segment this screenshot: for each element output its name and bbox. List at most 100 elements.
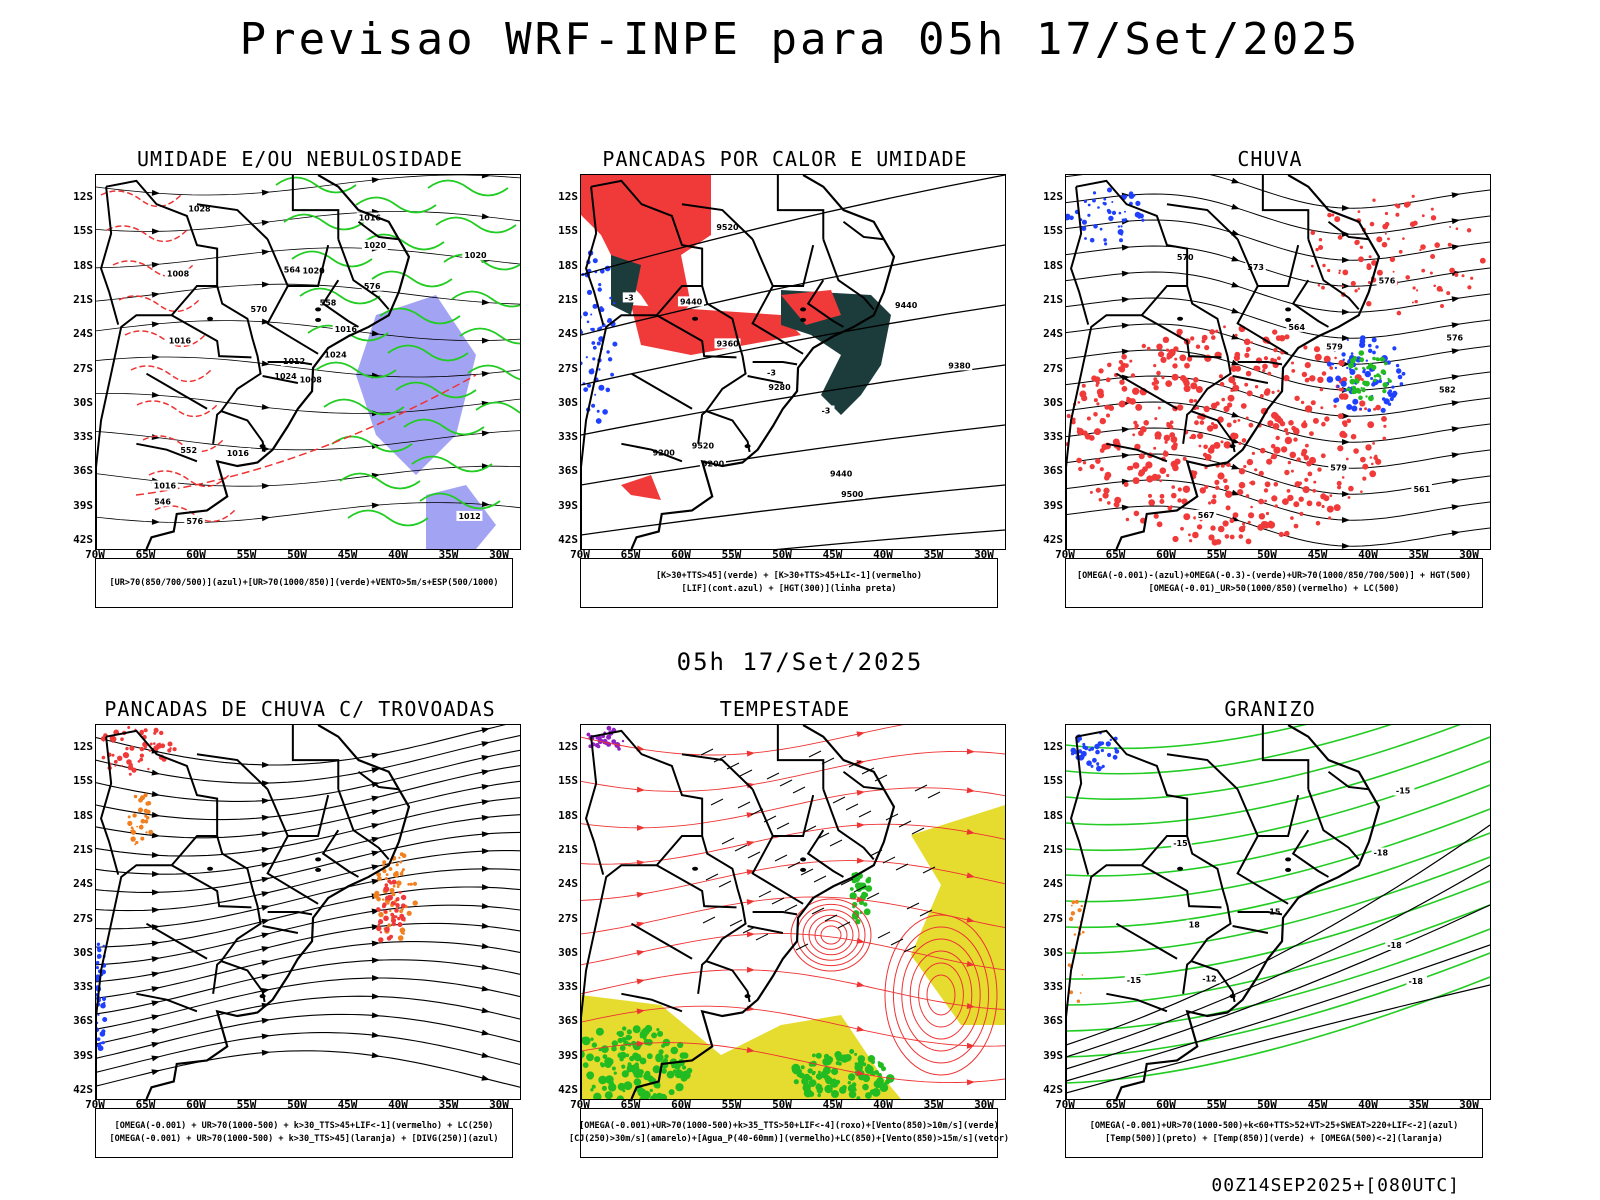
field-speck [1087,761,1092,765]
field-speck [140,818,146,824]
field-speck [606,725,612,731]
field-speck [1129,359,1133,363]
field-speck [1198,444,1202,448]
field-speck [1376,236,1383,243]
streamline-arrow [371,330,380,337]
field-speck [1238,441,1242,445]
wind-vector [853,885,867,893]
field-speck [684,1072,690,1078]
field-speck [138,807,143,813]
field-speck [1219,381,1225,387]
field-speck [632,1025,641,1034]
field-speck [1286,489,1291,493]
field-speck [1120,233,1123,236]
field-speck [622,1026,627,1031]
streamline [1066,401,1490,443]
field-speck [1273,446,1281,454]
field-speck [1365,444,1372,451]
field-speck [127,820,133,826]
field-speck [1321,371,1327,376]
wind-vector [710,798,724,806]
lat-tick-label: 18S [558,258,578,272]
border-line [105,729,266,1003]
field-speck [379,931,383,934]
field-speck [406,910,412,916]
field-speck [382,902,387,907]
lat-tick-label: 42S [73,533,93,546]
field-speck [1294,429,1300,435]
border-line [1291,279,1329,328]
field-speck [396,880,402,886]
field-speck [608,1083,617,1092]
field-speck [655,1083,661,1089]
contour-label: 9360 [716,339,739,348]
contour-label: -12 [1202,974,1216,983]
temp850-contour [1066,904,1490,1006]
field-speck [1319,387,1324,392]
field-speck [586,732,591,737]
streamline-arrow [371,752,380,759]
wind-vector [779,779,793,787]
field-speck [1263,521,1268,526]
field-speck [1434,242,1440,248]
field-speck [382,864,386,867]
field-speck [159,730,164,736]
streamline-arrow [481,943,490,950]
field-speck [1138,453,1145,460]
field-speck [865,885,873,892]
field-speck [1345,457,1349,461]
lat-tick-label: 39S [73,498,93,512]
field-speck [1254,365,1261,372]
field-speck [617,1037,623,1044]
lat-tick-label: 42S [558,533,578,546]
field-speck [1346,418,1352,424]
field-speck [1135,200,1141,206]
field-speck [1197,415,1201,419]
field-speck [617,1030,624,1038]
streamline [96,735,520,784]
field-speck [1321,285,1325,290]
field-speck [1267,371,1272,376]
lat-tick-label: 39S [558,498,578,512]
field-speck [1066,213,1071,219]
field-speck [96,1037,101,1041]
field-speck [592,345,597,350]
humidity-contour [419,492,501,510]
field-speck [1107,362,1112,368]
field-speck [1159,467,1167,475]
streamline-arrow [151,261,160,268]
field-speck [1190,382,1198,390]
field-speck [633,1078,642,1086]
field-speck [595,418,602,424]
streamline-arrow [1231,307,1240,314]
field-speck [616,1097,623,1099]
panel-title: PANCADAS DE CHUVA C/ TROVOADAS [104,697,496,721]
streamline-arrow [1231,411,1240,418]
field-speck [1196,524,1203,530]
field-speck [1298,496,1304,502]
field-speck [1092,757,1097,763]
field-speck [855,919,861,925]
field-speck [1263,356,1269,361]
field-speck [387,879,392,884]
field-speck [1355,381,1359,384]
field-speck [1132,462,1140,469]
field-speck [1272,423,1280,430]
border-line [1066,314,1142,549]
field-speck [394,908,399,913]
lake [800,857,807,862]
streamline-arrow [1121,348,1130,355]
lake [692,316,699,321]
lon-tick-label: 40W [873,548,893,561]
field-speck [1293,437,1298,442]
streamline-arrow [966,960,975,967]
field-speck [396,897,400,900]
field-speck [1189,398,1194,404]
field-speck [1360,378,1364,381]
field-speck [1220,463,1225,468]
lat-tick-label: 36S [73,1014,93,1028]
field-speck [1341,420,1348,426]
streamline-arrow [261,946,270,952]
field-speck [1304,377,1310,383]
streamline-arrow [1341,413,1350,420]
